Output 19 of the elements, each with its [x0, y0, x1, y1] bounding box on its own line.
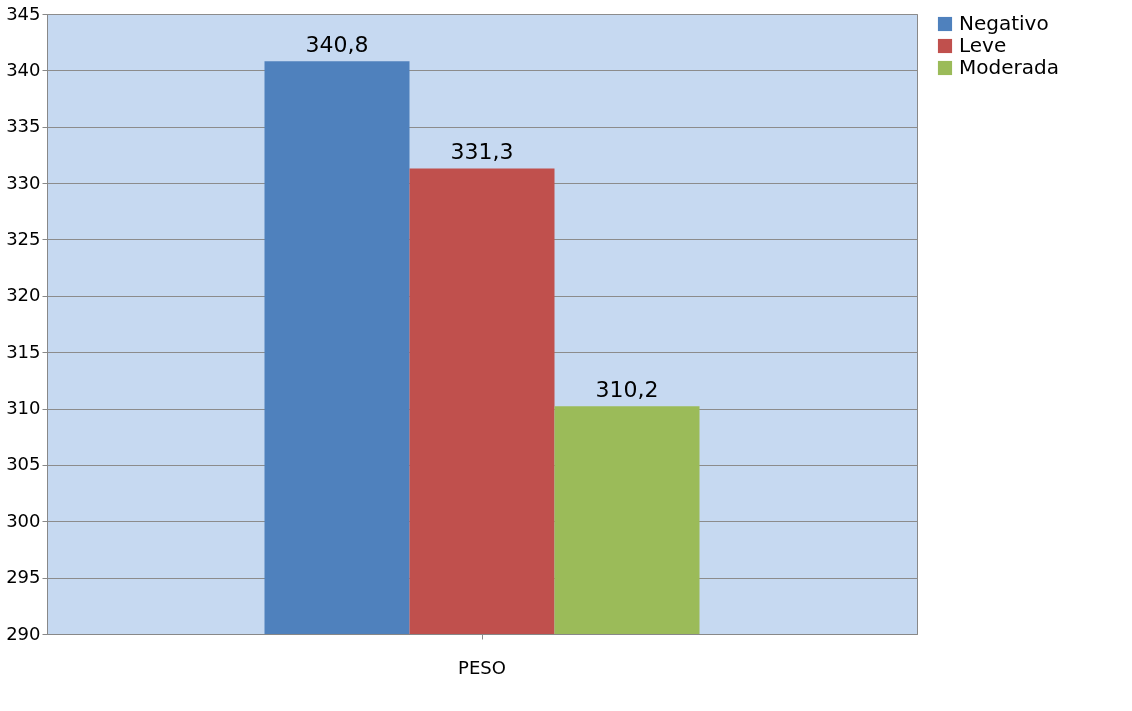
- legend-label: Negativo: [959, 11, 1049, 35]
- data-label: 331,3: [450, 139, 514, 165]
- data-label: 310,2: [595, 377, 659, 403]
- y-tick-label: 295: [6, 566, 41, 588]
- y-tick-label: 310: [6, 397, 41, 419]
- legend-label: Leve: [959, 33, 1007, 57]
- y-tick-label: 315: [6, 340, 41, 362]
- y-tick-label: 320: [6, 284, 41, 306]
- y-tick-label: 325: [6, 227, 41, 249]
- y-tick-label: 305: [6, 453, 41, 475]
- data-label: 340,8: [305, 32, 369, 58]
- x-tick-label: PESO: [458, 656, 506, 678]
- y-tick-label: 345: [6, 2, 41, 24]
- y-tick-label: 300: [6, 509, 41, 531]
- y-tick-label: 335: [6, 115, 41, 137]
- y-tick-label: 330: [6, 171, 41, 193]
- legend-label: Moderada: [959, 55, 1059, 79]
- y-tick-label: 340: [6, 58, 41, 80]
- y-tick-label: 290: [6, 622, 41, 644]
